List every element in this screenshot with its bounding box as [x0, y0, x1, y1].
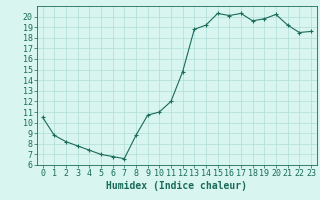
X-axis label: Humidex (Indice chaleur): Humidex (Indice chaleur): [106, 181, 247, 191]
